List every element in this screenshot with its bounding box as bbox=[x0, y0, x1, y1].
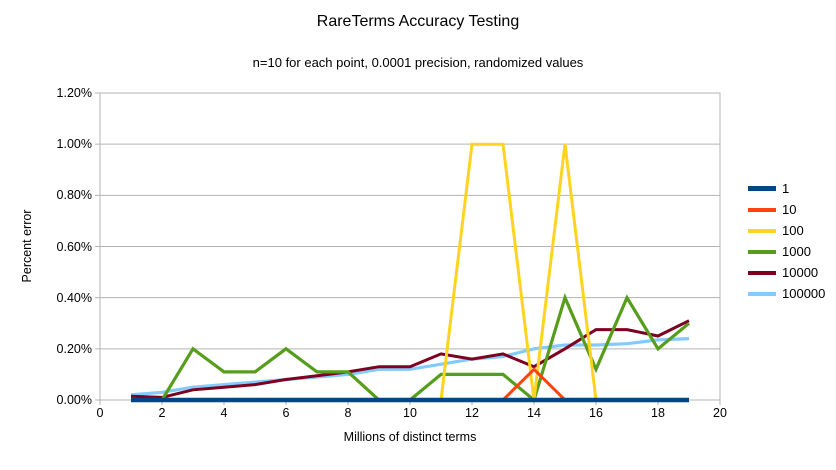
legend-swatch-icon bbox=[748, 270, 776, 275]
legend-label: 10 bbox=[782, 202, 797, 217]
legend-label: 1 bbox=[782, 181, 790, 196]
legend-swatch-icon bbox=[748, 207, 776, 212]
x-tick-label: 12 bbox=[465, 406, 479, 420]
legend-item: 100000 bbox=[748, 283, 825, 304]
y-axis-title: Percent error bbox=[20, 209, 34, 283]
x-tick-label: 10 bbox=[403, 406, 417, 420]
y-tick-label: 1.00% bbox=[56, 137, 92, 152]
x-tick-label: 18 bbox=[651, 406, 665, 420]
series-line-100 bbox=[131, 142, 689, 402]
series-line-10000 bbox=[130, 319, 690, 399]
legend: 1 10 100 1000 10000 100000 bbox=[748, 178, 825, 304]
chart-subtitle: n=10 for each point, 0.0001 precision, r… bbox=[252, 55, 584, 70]
x-tick-label: 4 bbox=[220, 406, 228, 420]
y-tick-label: 1.20% bbox=[56, 86, 92, 100]
legend-label: 1000 bbox=[782, 244, 811, 259]
x-tick-label: 8 bbox=[344, 406, 352, 420]
legend-label: 10000 bbox=[782, 265, 819, 280]
x-tick-label: 0 bbox=[96, 406, 104, 420]
legend-label: 100 bbox=[782, 223, 804, 238]
legend-item: 1 bbox=[748, 178, 825, 199]
chart-title: RareTerms Accuracy Testing bbox=[316, 13, 520, 30]
x-axis-title: Millions of distinct terms bbox=[343, 430, 477, 444]
y-tick-label: 0.80% bbox=[56, 188, 92, 203]
legend-item: 100 bbox=[748, 220, 825, 241]
y-tick-label: 0.20% bbox=[56, 341, 92, 356]
legend-item: 10 bbox=[748, 199, 825, 220]
y-tick-label: 0.40% bbox=[56, 290, 92, 305]
legend-swatch-icon bbox=[748, 249, 776, 254]
y-tick-label: 0.60% bbox=[56, 239, 92, 254]
legend-swatch-icon bbox=[748, 291, 776, 296]
legend-label: 100000 bbox=[782, 286, 826, 301]
legend-item: 1000 bbox=[748, 241, 825, 262]
legend-item: 10000 bbox=[748, 262, 825, 283]
y-tick-label: 0.00% bbox=[56, 393, 92, 407]
x-tick-label: 2 bbox=[158, 406, 166, 420]
legend-swatch-icon bbox=[748, 186, 776, 191]
legend-swatch-icon bbox=[748, 228, 776, 233]
series-line-100000 bbox=[130, 337, 690, 397]
x-tick-label: 20 bbox=[713, 406, 727, 420]
x-tick-label: 6 bbox=[282, 406, 290, 420]
x-tick-label: 16 bbox=[589, 406, 603, 420]
x-tick-label: 14 bbox=[527, 406, 541, 420]
